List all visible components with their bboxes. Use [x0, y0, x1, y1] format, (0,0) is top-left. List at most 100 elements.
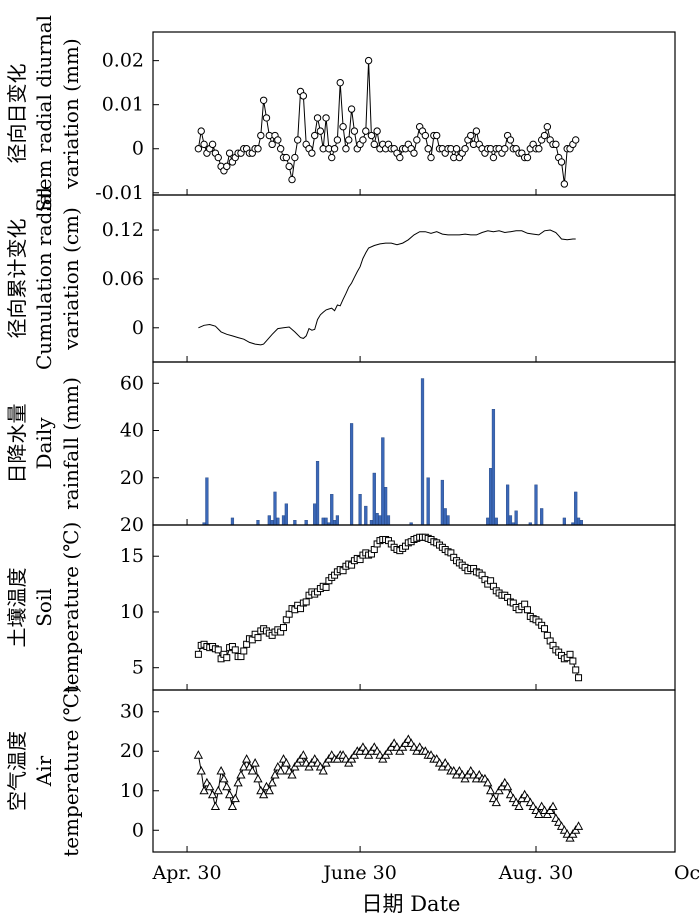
data-point [506, 136, 515, 144]
rainfall-bar [313, 503, 317, 526]
data-point [316, 127, 325, 135]
data-point [236, 769, 246, 779]
data-point [288, 175, 296, 184]
data-point [485, 785, 496, 795]
y-axis-label-line: 土壤温度 [5, 568, 29, 648]
panel-5: 30 20 10 0 空气温度 Air temperature (℃) [5, 685, 676, 857]
rainfall-bar [381, 437, 385, 526]
data-point [276, 765, 286, 775]
y-tick-label: 20 [120, 467, 144, 489]
panel-frame [152, 689, 676, 853]
rainfall-bar [420, 378, 425, 526]
y-axis-label-line: 日降水量 [5, 404, 29, 484]
data-point [197, 127, 205, 135]
rainfall-bar [534, 484, 538, 526]
rainfall-bar [443, 508, 447, 526]
data-point [350, 127, 359, 135]
data-point [330, 145, 339, 153]
data-point [291, 153, 299, 162]
rainfall-bar [378, 515, 382, 526]
series-line [197, 60, 577, 185]
panel-frame [152, 524, 676, 691]
data-point [362, 127, 370, 135]
data-point [413, 136, 421, 144]
data-point [472, 127, 481, 135]
y-axis-label-line: Cumulation radial [32, 187, 56, 370]
data-point [213, 785, 223, 795]
data-point [514, 801, 524, 811]
data-point [231, 646, 239, 654]
data-point [502, 781, 513, 791]
y-axis-label-line: 径向累计变化 [5, 219, 29, 339]
data-point [523, 153, 532, 162]
y-tick-label: 10 [120, 601, 144, 623]
data-point [276, 145, 285, 153]
rainfall-bar [375, 512, 379, 526]
y-tick-label: 60 [120, 372, 144, 394]
data-point [569, 657, 577, 665]
data-point [322, 583, 330, 591]
data-point [200, 140, 208, 149]
data-point [205, 781, 215, 791]
data-point [280, 624, 287, 632]
data-point [501, 145, 509, 153]
rainfall-bar [230, 517, 235, 526]
rainfall-bar [315, 461, 320, 526]
data-point [302, 598, 310, 606]
y-tick-label: 0 [132, 138, 144, 160]
data-point [239, 762, 249, 771]
y-tick-label: -0.01 [95, 182, 144, 204]
data-point [223, 654, 231, 662]
data-point [299, 92, 308, 100]
data-point [427, 153, 435, 162]
y-tick-label: 5 [132, 657, 144, 679]
rainfall-bar [349, 423, 354, 526]
data-point [196, 765, 206, 775]
data-point [336, 78, 344, 87]
y-tick-label: 0 [132, 317, 144, 339]
data-point [489, 153, 498, 162]
y-tick-label: 40 [120, 420, 144, 442]
rainfall-bar [579, 520, 583, 526]
y-tick-label: 0.06 [102, 268, 144, 290]
y-axis-label-line: Daily [32, 417, 56, 470]
y-tick-label: 0.01 [102, 94, 144, 116]
data-point [535, 145, 543, 153]
y-tick-label: 20 [120, 740, 144, 762]
data-point [543, 123, 552, 131]
data-point [267, 777, 277, 787]
data-point [298, 750, 308, 759]
panel-frame [152, 361, 676, 526]
panel-4: 15 10 5 土壤温度 Soil temperature (℃) [5, 522, 676, 693]
y-tick-label: 20 [120, 514, 144, 536]
data-point [259, 96, 268, 104]
data-point [560, 180, 569, 188]
y-axis-label-line: variation (mm) [59, 38, 83, 189]
data-point [193, 750, 204, 759]
data-point [345, 136, 353, 144]
rainfall-bar [514, 510, 518, 526]
data-point [194, 145, 203, 153]
rainfall-bar [540, 508, 544, 526]
data-point [250, 758, 260, 767]
data-point [233, 777, 243, 787]
rainfall-bar [273, 491, 277, 526]
y-tick-label: 15 [120, 545, 144, 567]
data-point [262, 114, 271, 122]
rainfall-bar [256, 520, 260, 526]
data-point [293, 136, 302, 144]
rainfall-bar [491, 409, 496, 526]
data-point [222, 781, 232, 791]
data-point [572, 136, 580, 144]
panel-frame [152, 194, 676, 363]
data-point [318, 765, 328, 775]
rainfall-bar [335, 515, 340, 526]
data-point [339, 123, 347, 131]
rainfall-bar [446, 515, 450, 526]
data-point [566, 650, 574, 658]
y-tick-label: 30 [120, 701, 144, 723]
data-point [573, 821, 584, 830]
data-point [230, 793, 240, 803]
rainfall-bar [358, 494, 362, 526]
